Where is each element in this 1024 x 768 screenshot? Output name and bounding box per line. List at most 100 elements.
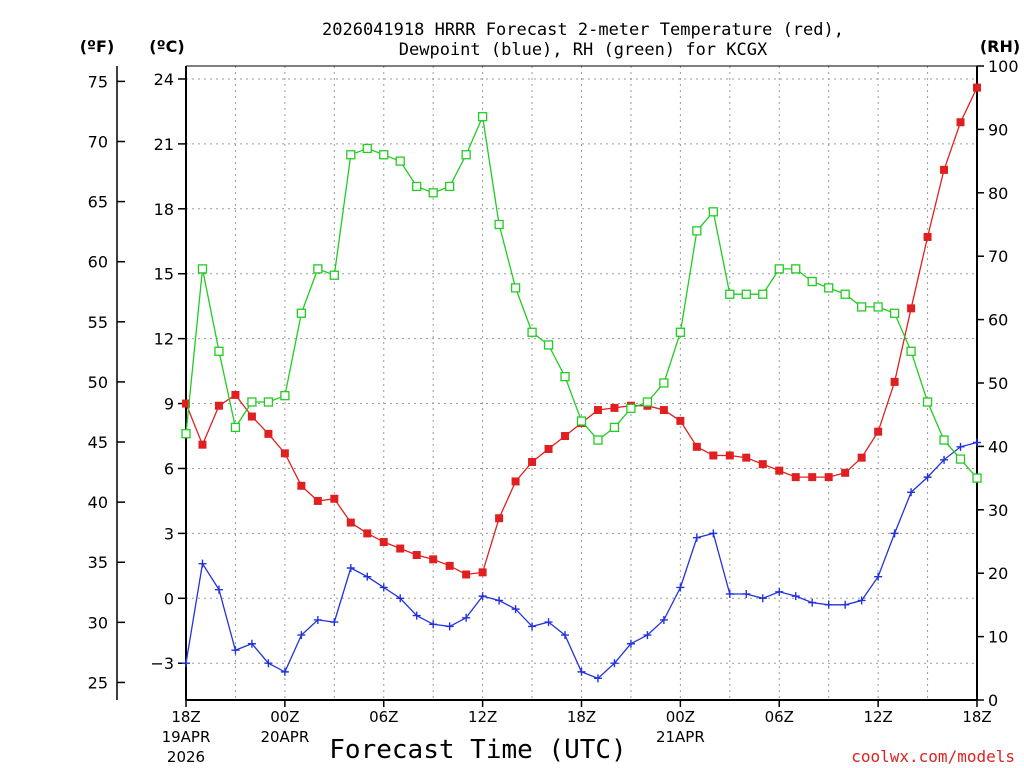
rh-tick-label: 70 — [988, 247, 1008, 266]
2-meter-temperature-point — [182, 399, 190, 408]
2-meter-temperature-point — [709, 451, 718, 460]
dewpoint-point — [363, 572, 372, 581]
fahrenheit-tick-label: 65 — [88, 193, 108, 212]
rh-point — [576, 416, 587, 426]
2-meter-temperature-point — [297, 481, 306, 490]
dewpoint-point — [577, 667, 586, 676]
rh-point — [477, 112, 488, 122]
dewpoint-point — [396, 594, 405, 603]
dewpoint-point — [182, 659, 190, 668]
gridlines — [186, 66, 977, 700]
dewpoint-point — [907, 488, 916, 497]
rh-point — [395, 156, 405, 166]
celsius-tick-label: 12 — [154, 330, 174, 349]
dewpoint-point — [264, 659, 273, 668]
time-tick-label: 12Z — [468, 708, 497, 726]
dewpoint-point — [890, 529, 899, 538]
2-meter-temperature-point — [890, 377, 899, 386]
fahrenheit-tick-label: 45 — [88, 433, 108, 452]
rh-point — [939, 435, 949, 445]
celsius-tick-label: 21 — [154, 135, 174, 154]
fahrenheit-unit-label: (ºF) — [80, 37, 115, 56]
fahrenheit-tick-label: 35 — [88, 553, 108, 572]
2-meter-temperature-point — [346, 518, 355, 527]
fahrenheit-tick-label: 50 — [88, 373, 108, 392]
credit-text: coolwx.com/models — [851, 747, 1015, 766]
fahrenheit-tick-label: 55 — [88, 313, 108, 332]
rh-point — [642, 397, 653, 407]
rh-point — [527, 327, 537, 337]
rh-point — [708, 207, 718, 217]
2-meter-temperature-point — [874, 427, 883, 436]
dewpoint-point — [247, 639, 256, 648]
rh-point — [428, 188, 438, 198]
dewpoint-point — [956, 442, 965, 451]
rh-tick-label: 40 — [988, 437, 1008, 456]
rh-tick-label: 20 — [988, 564, 1008, 583]
dewpoint-point — [973, 438, 981, 447]
dewpoint-point — [791, 592, 800, 601]
rh-point — [972, 473, 982, 483]
rh-point — [774, 264, 784, 274]
dewpoint-point — [676, 583, 685, 592]
fahrenheit-tick-label: 75 — [88, 72, 108, 91]
2-meter-temperature-point — [824, 473, 833, 482]
time-date-label: 19APR — [162, 728, 211, 746]
celsius-tick-label: 3 — [164, 524, 174, 543]
2-meter-temperature-point — [758, 460, 767, 469]
2-meter-temperature-point — [445, 561, 454, 570]
x-axis-label: Forecast Time (UTC) — [329, 735, 626, 765]
rh-tick-label: 80 — [988, 184, 1008, 203]
2-meter-temperature-point — [511, 477, 520, 486]
dewpoint-point — [445, 622, 454, 631]
rh-point — [197, 264, 208, 274]
dewpoint-point — [874, 572, 883, 581]
rh-point — [593, 435, 603, 445]
2-meter-temperature-point — [561, 432, 570, 441]
dewpoint-point — [280, 667, 289, 676]
celsius-tick-label: −3 — [150, 654, 174, 673]
2-meter-temperature-point — [478, 568, 487, 577]
fahrenheit-tick-label: 70 — [88, 132, 108, 151]
dewpoint-point — [857, 596, 866, 605]
rh-unit-label: (RH) — [980, 37, 1020, 56]
rh-point — [840, 289, 850, 299]
2-meter-temperature-point — [396, 544, 405, 553]
time-tick-label: 12Z — [863, 708, 892, 726]
dewpoint-point — [214, 585, 223, 594]
rh-point — [510, 283, 521, 293]
dewpoint-point — [330, 618, 339, 627]
2-meter-temperature-point — [692, 442, 701, 451]
rh-point — [494, 219, 504, 230]
rh-point — [445, 181, 455, 192]
2-meter-temperature-point — [313, 496, 322, 505]
2-meter-temperature-point — [363, 529, 372, 538]
rh-point — [807, 276, 817, 287]
dewpoint-point — [808, 598, 817, 607]
chart-title-line2: Dewpoint (blue), RH (green) for KCGX — [399, 40, 768, 60]
2-meter-temperature-point — [841, 468, 850, 477]
rh-point — [889, 308, 900, 318]
time-year-label: 2026 — [167, 748, 205, 766]
2-meter-temperature-point — [956, 118, 965, 127]
rh-point — [346, 150, 356, 160]
rh-point — [461, 150, 471, 160]
dewpoint-point — [528, 622, 537, 631]
time-tick-label: 00Z — [666, 708, 695, 726]
2-meter-temperature-point — [429, 555, 438, 564]
celsius-tick-label: 0 — [164, 589, 174, 608]
2-meter-temperature-point — [791, 473, 800, 482]
rh-point — [626, 403, 636, 414]
dewpoint-point — [659, 615, 668, 624]
dewpoint-point — [626, 639, 635, 648]
rh-tick-label: 30 — [988, 501, 1008, 520]
time-tick-label: 00Z — [270, 708, 299, 726]
rh-point — [379, 150, 389, 160]
axes — [116, 65, 984, 707]
dewpoint-point — [462, 613, 471, 622]
rh-tick-label: 50 — [988, 374, 1008, 393]
dewpoint-point — [297, 631, 306, 640]
celsius-tick-label: 9 — [164, 395, 174, 414]
2-meter-temperature-point — [462, 570, 471, 579]
time-date-label: 20APR — [260, 728, 309, 746]
